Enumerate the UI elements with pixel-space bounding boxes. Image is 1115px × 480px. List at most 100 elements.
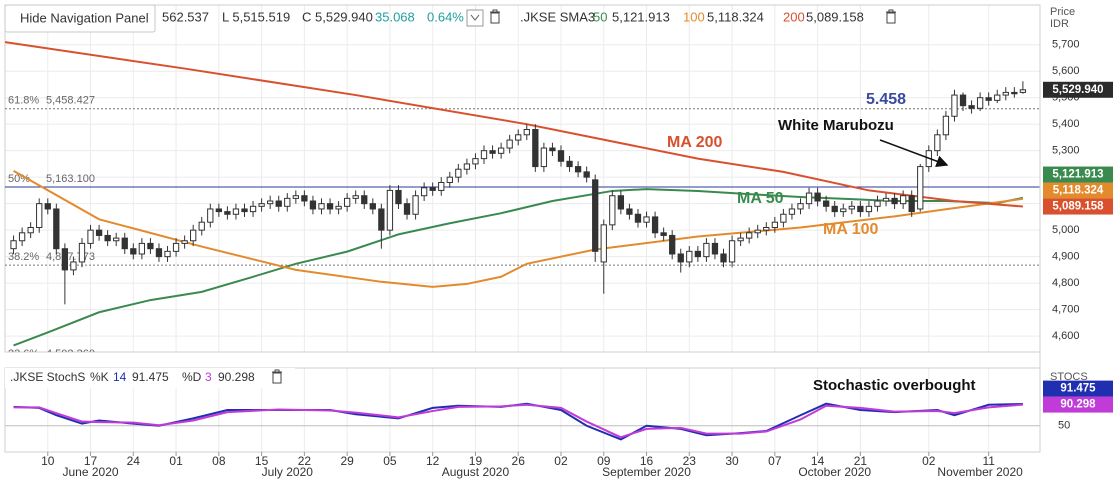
ma-period: 200 [783, 9, 805, 24]
candle-body [497, 147, 505, 154]
candle-body [959, 94, 967, 107]
candle-body [771, 221, 778, 229]
button-label[interactable]: Hide Navigation Panel [20, 10, 149, 25]
candle-body [480, 150, 488, 160]
ma-line [13, 169, 1024, 288]
y-tick-label: 5,600 [1052, 65, 1080, 77]
candle-body [343, 197, 351, 207]
x-tick-label: 08 [212, 454, 226, 468]
hide-nav-button[interactable] [4, 4, 156, 33]
candle-body [446, 176, 453, 183]
candle-body [275, 200, 282, 207]
fib-value: 5,163.100 [46, 173, 95, 185]
ma-period: 50 [593, 9, 607, 24]
y-tick-label: 4,800 [1052, 277, 1080, 289]
main-grid [5, 5, 1040, 352]
month-label: November 2020 [937, 465, 1023, 479]
candle-body [198, 221, 205, 231]
header-open: 562.537 [162, 9, 209, 24]
candle-body [814, 192, 821, 202]
candle-body [207, 208, 214, 223]
candle-body [438, 181, 445, 191]
study-name: .JKSE SMA3 [520, 9, 595, 24]
stoch-axis-label: STOCS [1050, 371, 1088, 383]
candle-body [917, 166, 924, 210]
ma-value: 5,121.913 [612, 9, 670, 24]
stoch-k-name: %K [90, 370, 109, 384]
candle-body [780, 213, 787, 223]
dropdown-arrow [470, 14, 480, 21]
candle-body [70, 261, 77, 271]
y-tick-label: 5,000 [1052, 224, 1080, 236]
annotation-arrow [879, 139, 949, 167]
candle-body [609, 195, 616, 226]
candle-body [472, 158, 479, 165]
candle-body [840, 208, 847, 213]
candle-body [284, 197, 291, 207]
candle-body [267, 200, 274, 205]
candle-body [1011, 91, 1018, 95]
delete-icon[interactable] [490, 9, 500, 24]
candle-body [463, 163, 471, 170]
candle-body [232, 208, 240, 215]
x-tick-label: 12 [426, 454, 440, 468]
candle-body [292, 195, 299, 199]
candle-body [386, 189, 394, 231]
candle-body [523, 128, 530, 136]
value-badge [1043, 182, 1113, 199]
annotation: White Marubozu [778, 117, 894, 134]
y-axis-label: Price [1050, 6, 1075, 18]
candle-body [797, 203, 804, 210]
candle-body [848, 205, 855, 210]
fib-label: 23.6% [8, 348, 39, 360]
candle-body [249, 205, 257, 213]
delete-icon[interactable] [272, 369, 282, 384]
header-change: 35.068 [375, 9, 415, 24]
x-tick-label: 22 [298, 454, 312, 468]
month-label: July 2020 [262, 465, 314, 479]
delete-icon[interactable] [886, 9, 896, 24]
candle-body [626, 208, 633, 215]
candle-body [181, 240, 188, 244]
candle-body [155, 248, 163, 258]
candle-body [138, 242, 146, 255]
candle-body [369, 203, 376, 210]
candle-body [532, 128, 539, 168]
candle-body [104, 234, 111, 242]
stoch-d-value: 90.298 [218, 370, 255, 384]
candle-body [506, 139, 513, 149]
candle-body [882, 197, 890, 202]
candle-body [190, 229, 197, 242]
candle-body [121, 237, 128, 250]
candle-body [823, 200, 830, 207]
candle-body [746, 232, 753, 239]
candle-body [147, 242, 154, 250]
value-badge-label: 5,121.913 [1052, 169, 1103, 181]
candle-body [566, 160, 573, 168]
value-badge-label: 5,529.940 [1052, 84, 1103, 96]
candle-body [352, 195, 359, 199]
candle-body [429, 187, 436, 191]
candle-body [976, 97, 984, 109]
x-tick-label: 11 [982, 454, 995, 468]
header-change-pct: 0.64% [427, 9, 464, 24]
ma-value: 5,118.324 [707, 9, 764, 24]
ma-value: 5,089.158 [806, 9, 864, 24]
ma-period: 100 [683, 9, 705, 24]
candle-body [403, 203, 411, 215]
value-badge-label: 91.475 [1060, 383, 1096, 395]
x-tick-label: 05 [383, 454, 397, 468]
dropdown[interactable] [466, 9, 484, 27]
candle-body [617, 195, 625, 210]
candle-body [18, 232, 26, 242]
candle-body [754, 229, 761, 234]
annotation: MA 200 [667, 134, 723, 151]
y-tick-label: 4,600 [1052, 330, 1080, 342]
header-low: L 5,515.519 [222, 9, 290, 24]
candle-body [968, 105, 975, 109]
candle-body [318, 203, 325, 210]
candle-body [686, 250, 693, 263]
x-tick-label: 02 [922, 454, 936, 468]
candle-body [592, 179, 599, 252]
value-badge [1043, 380, 1113, 397]
